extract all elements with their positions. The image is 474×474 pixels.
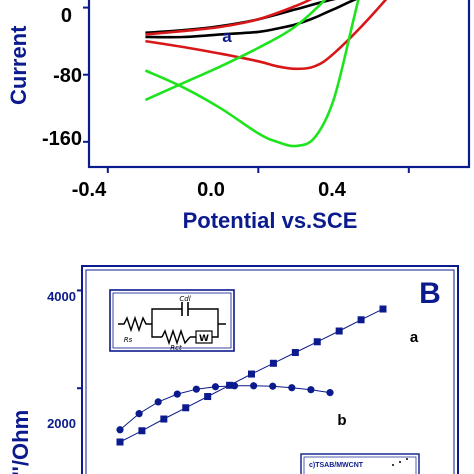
panel-a-xtick-1: 0.0: [197, 179, 225, 201]
nyquist-point-b-6: [230, 382, 239, 390]
panel-a-ticks: [83, 6, 410, 173]
nyquist-point-a-12: [379, 305, 387, 313]
panel-b-outer-frame: [81, 265, 459, 474]
legend-entry-c: c)TSAB/MWCNT: [309, 462, 364, 469]
nyquist-point-a-8: [291, 349, 299, 357]
series-label-b: b: [337, 412, 346, 429]
nyquist-point-b-3: [173, 390, 181, 398]
panel-a-xtick-0: -0.4: [72, 179, 107, 201]
series-label-a: a: [410, 329, 419, 346]
nyquist-point-b-10: [307, 386, 315, 394]
inset-frame-inner: [112, 292, 232, 349]
nyquist-point-b-7: [250, 382, 258, 390]
nyquist-point-a-6: [248, 370, 255, 378]
legend-frame-outer: [300, 453, 420, 474]
inset-label-cdl: Cdl: [179, 295, 190, 303]
circuit-wires: [151, 308, 226, 338]
nyquist-line-b: [119, 385, 331, 431]
panel-b-series-group: [116, 305, 387, 446]
warburg-element-box: [195, 330, 213, 344]
panel-a-ytick-2: -160: [42, 128, 82, 150]
legend-box: c)TSAB/MWCNT: [300, 453, 420, 474]
panel-a-frame: [87, 0, 471, 169]
panel-b-ylabel: Z''/Ohm: [8, 410, 33, 474]
resistor-rct-symbol: [161, 328, 191, 346]
legend-marker-dot: [406, 458, 408, 460]
nyquist-point-a-9: [313, 338, 321, 346]
panel-a-xlabel: Potential vs.SCE: [183, 208, 358, 233]
nyquist-point-a-0: [116, 438, 124, 446]
nyquist-point-a-5: [226, 381, 234, 389]
resistor-rs-symbol: [118, 315, 152, 333]
panel-a-series-group: [144, 0, 388, 148]
nyquist-point-a-4: [204, 393, 212, 401]
cv-curve-3: [144, 0, 360, 148]
nyquist-point-b-1: [135, 410, 143, 418]
nyquist-point-a-3: [182, 404, 190, 412]
nyquist-point-a-7: [269, 359, 277, 367]
nyquist-point-b-5: [211, 383, 220, 391]
nyquist-point-b-2: [154, 398, 162, 406]
panel-b-ytick-4000: 4000: [47, 289, 76, 304]
panel-b: 4000 2000 Z''/Ohm B Cdl Rs Rct W a b c)T…: [8, 265, 459, 474]
capacitor-cdl-symbol: [181, 302, 189, 316]
legend-marker-dot: [399, 461, 401, 463]
panel-b-letter: B: [419, 277, 441, 310]
nyquist-point-a-2: [160, 415, 168, 423]
nyquist-point-b-0: [116, 426, 124, 434]
panel-a-ytick-0: 0: [61, 5, 72, 27]
inset-label-w: W: [199, 334, 209, 344]
cv-curve-2: [145, 0, 388, 71]
legend-marker-dot: [392, 464, 394, 466]
equivalent-circuit-inset: Cdl Rs Rct W: [109, 289, 235, 352]
nyquist-point-b-11: [326, 389, 334, 397]
panel-a: 0 -80 -160 -0.4 0.0 0.4 Potential vs.SCE…: [6, 0, 471, 233]
panel-b-ytick-2000: 2000: [47, 416, 76, 431]
inset-label-rs: Rs: [124, 336, 133, 344]
nyquist-point-a-1: [138, 427, 146, 435]
panel-a-xtick-2: 0.4: [318, 179, 347, 201]
panel-a-ytick-1: -80: [53, 65, 82, 87]
panel-a-ylabel: Current: [6, 25, 31, 105]
panel-b-inner-frame: [85, 269, 455, 474]
nyquist-point-b-9: [288, 384, 296, 392]
panel-b-ticks: [77, 289, 82, 390]
inset-label-rct: Rct: [170, 344, 182, 352]
legend-frame-inner: [303, 456, 417, 474]
nyquist-point-b-4: [192, 385, 200, 393]
nyquist-point-a-11: [357, 316, 365, 324]
panel-a-annotation-a: a: [222, 27, 232, 46]
inset-frame-outer: [109, 289, 235, 352]
nyquist-point-b-8: [269, 382, 277, 390]
nyquist-point-a-10: [335, 327, 343, 335]
